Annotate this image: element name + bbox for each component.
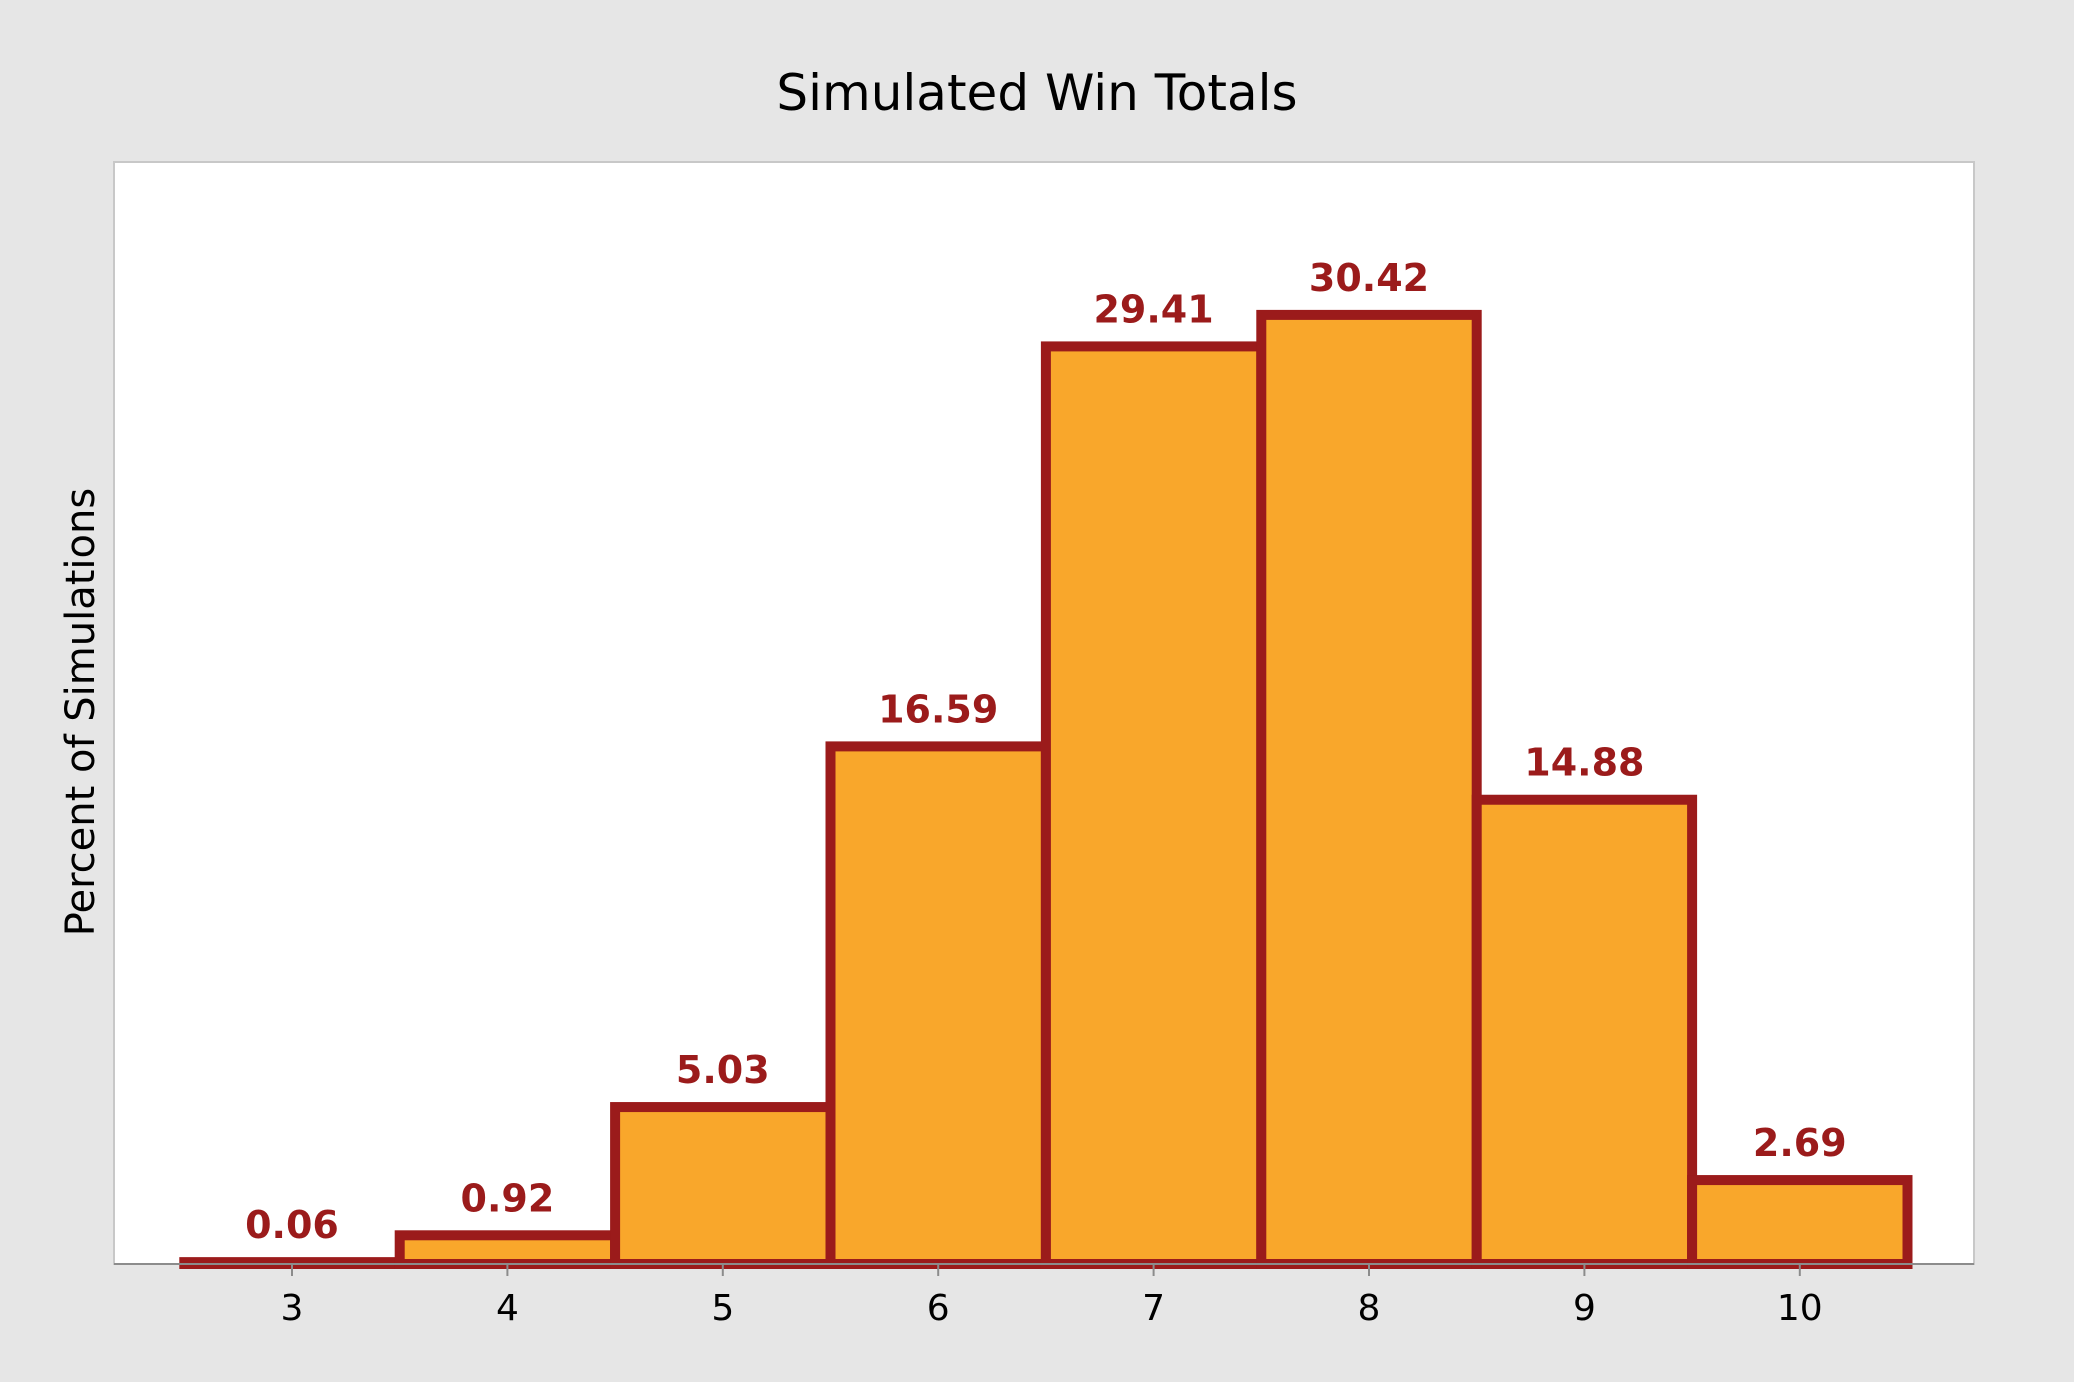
data-label-10: 2.69	[1753, 1121, 1847, 1165]
data-label-4: 0.92	[461, 1176, 555, 1220]
x-axis-ticks: 3 4 5 6 7 8 9 10	[281, 1264, 1823, 1329]
bar-10	[1687, 1175, 1913, 1270]
data-label-6: 16.59	[878, 687, 998, 731]
bar-4	[394, 1230, 621, 1270]
bar-5	[610, 1102, 836, 1269]
x-tick-label-7: 7	[1142, 1288, 1165, 1329]
bar-7	[1040, 341, 1267, 1269]
data-label-9: 14.88	[1524, 741, 1644, 785]
bars-layer	[179, 309, 1913, 1270]
x-tick-label-4: 4	[496, 1288, 519, 1329]
x-tick-label-5: 5	[711, 1288, 734, 1329]
data-label-8: 30.42	[1309, 256, 1429, 300]
chart-title: Simulated Win Totals	[776, 64, 1297, 122]
data-labels-layer: 0.06 0.92 5.03 16.59 29.41 30.42 14.88 2.69	[245, 256, 1847, 1247]
x-tick-label-9: 9	[1573, 1288, 1596, 1329]
x-tick-label-3: 3	[281, 1288, 304, 1329]
data-label-3: 0.06	[245, 1203, 339, 1247]
bar-9	[1471, 794, 1698, 1270]
bar-8	[1256, 309, 1482, 1269]
bar-6	[825, 741, 1051, 1269]
x-tick-label-6: 6	[927, 1288, 950, 1329]
x-tick-label-8: 8	[1358, 1288, 1381, 1329]
data-label-5: 5.03	[676, 1048, 770, 1092]
y-axis-label: Percent of Simulations	[58, 488, 104, 936]
data-label-7: 29.41	[1093, 287, 1213, 331]
x-tick-label-10: 10	[1777, 1288, 1823, 1329]
